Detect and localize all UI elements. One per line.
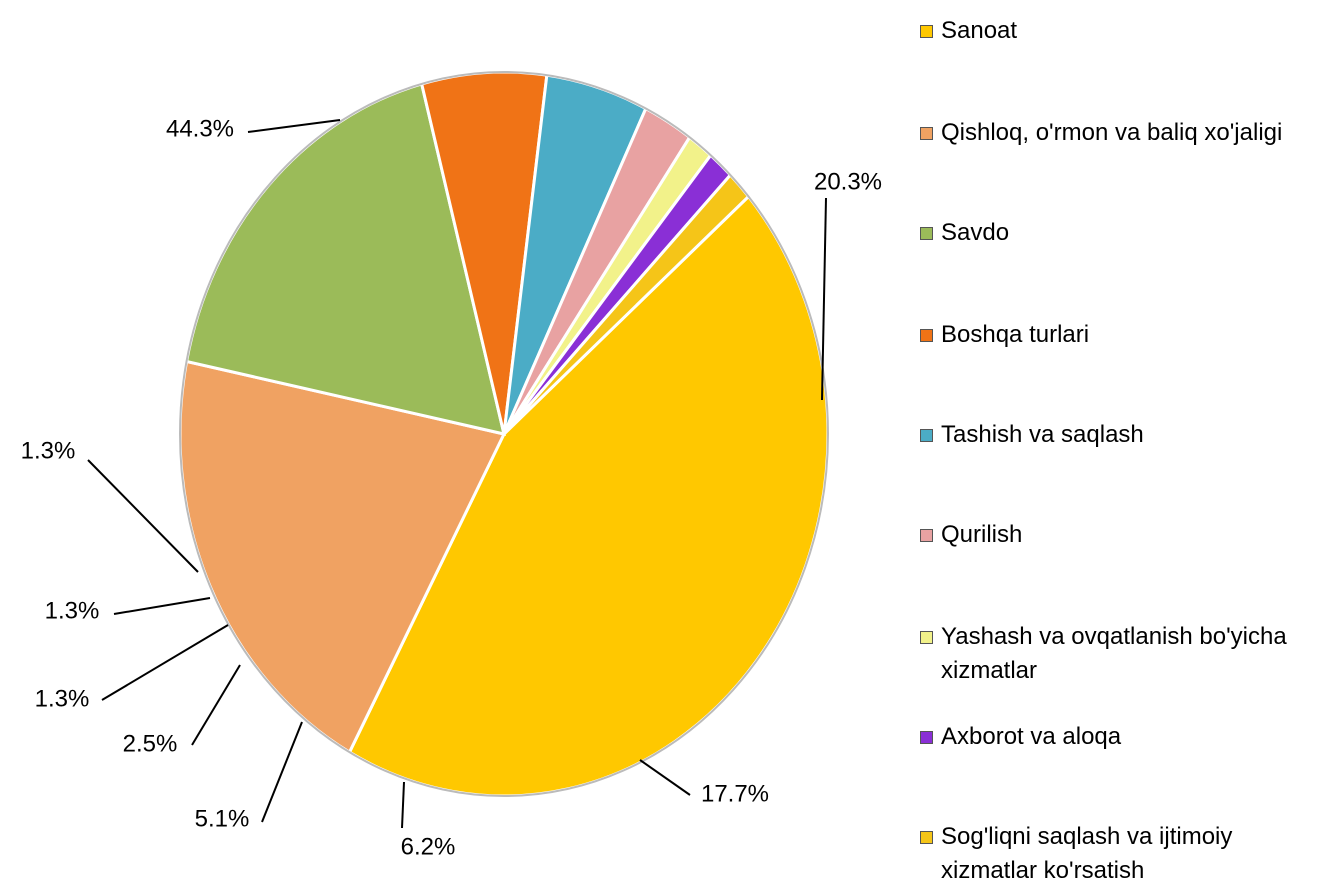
data-label: 5.1% — [195, 805, 250, 832]
legend-item: Sanoat — [920, 14, 1300, 48]
legend-label: Sog'liqni saqlash va ijtimoiy xizmatlar … — [941, 823, 1233, 883]
data-label: 1.3% — [21, 437, 76, 464]
leader-line — [639, 759, 691, 796]
legend-item: Axborot va aloqa — [920, 720, 1300, 754]
leader-line — [101, 624, 229, 701]
legend-item: Savdo — [920, 216, 1300, 250]
data-label: 17.7% — [701, 780, 769, 807]
legend-swatch — [920, 429, 933, 442]
leader-line — [87, 459, 199, 573]
legend-item: Boshqa turlari — [920, 318, 1300, 352]
data-label: 1.3% — [45, 597, 100, 624]
leader-line — [191, 664, 241, 746]
legend-label: Qishloq, o'rmon va baliq xo'jaligi — [941, 119, 1283, 146]
data-label: 6.2% — [401, 833, 456, 860]
legend-swatch — [920, 631, 933, 644]
leader-line — [401, 781, 405, 829]
legend-label: Boshqa turlari — [941, 321, 1090, 348]
legend-swatch — [920, 127, 933, 140]
pie-outline — [179, 71, 829, 797]
legend-swatch — [920, 731, 933, 744]
legend-label: Sanoat — [941, 17, 1018, 44]
data-label: 20.3% — [814, 168, 882, 195]
legend-item: Tashish va saqlash — [920, 418, 1300, 452]
legend-swatch — [920, 831, 933, 844]
legend-swatch — [920, 227, 933, 240]
legend-item: Yashash va ovqatlanish bo'yicha xizmatla… — [920, 620, 1300, 688]
leader-line — [113, 597, 211, 615]
legend-item: Qurilish — [920, 518, 1300, 552]
legend-label: Tashish va saqlash — [941, 421, 1144, 448]
legend-item: Sog'liqni saqlash va ijtimoiy xizmatlar … — [920, 820, 1300, 883]
data-label: 2.5% — [123, 730, 178, 757]
leader-line — [247, 119, 341, 133]
data-label: 44.3% — [166, 115, 234, 142]
legend-label: Yashash va ovqatlanish bo'yicha xizmatla… — [941, 623, 1287, 684]
legend-swatch — [920, 329, 933, 342]
legend-swatch — [920, 529, 933, 542]
legend-label: Savdo — [941, 219, 1010, 246]
legend-label: Qurilish — [941, 521, 1023, 548]
legend-swatch — [920, 25, 933, 38]
leader-line — [821, 197, 827, 401]
legend-label: Axborot va aloqa — [941, 723, 1122, 750]
data-label: 1.3% — [35, 685, 90, 712]
leader-line — [261, 721, 303, 823]
legend-item: Qishloq, o'rmon va baliq xo'jaligi — [920, 116, 1300, 150]
